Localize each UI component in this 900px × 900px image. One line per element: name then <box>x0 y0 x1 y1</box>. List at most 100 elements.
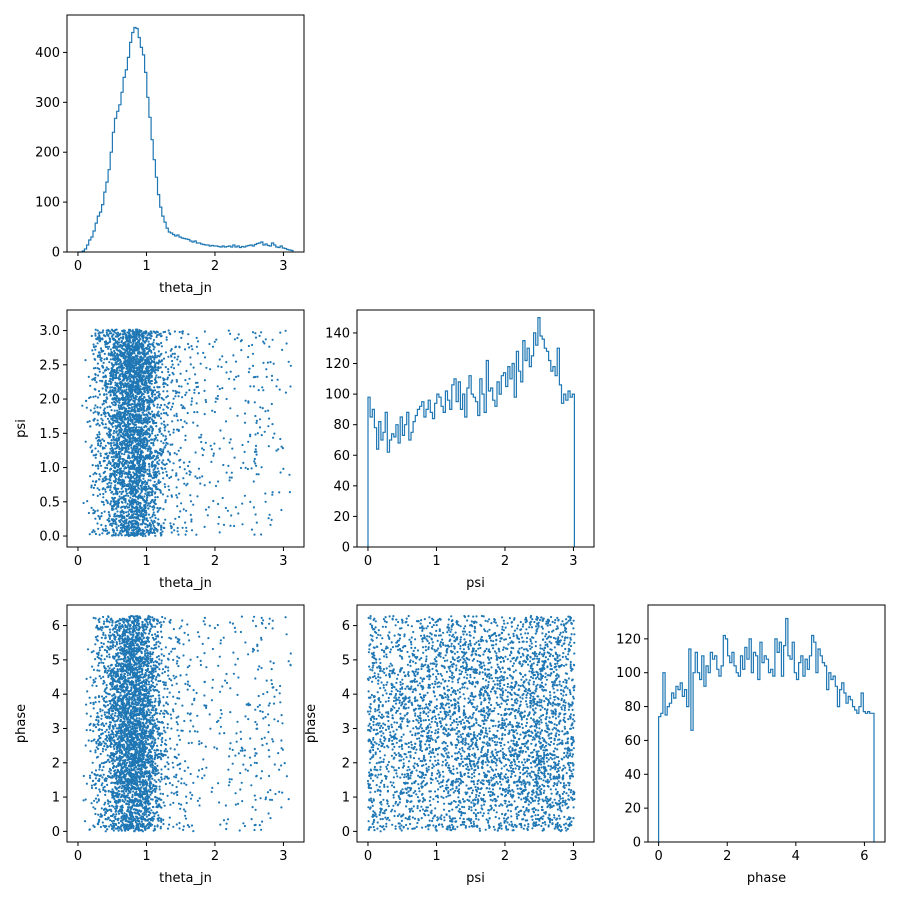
scatter-point <box>177 533 180 536</box>
scatter-point <box>137 344 140 347</box>
scatter-point <box>101 379 104 382</box>
scatter-point <box>148 420 151 423</box>
scatter-point <box>119 434 122 437</box>
scatter-point <box>155 528 158 531</box>
scatter-point <box>144 700 147 703</box>
scatter-point <box>159 376 162 379</box>
scatter-point <box>140 474 143 477</box>
scatter-point <box>137 497 140 500</box>
scatter-point <box>102 329 105 332</box>
y-tick-label: 0.0 <box>39 530 60 545</box>
scatter-point <box>239 788 242 791</box>
scatter-point <box>256 432 259 435</box>
scatter-point <box>143 464 146 467</box>
scatter-point <box>101 478 104 481</box>
scatter-point <box>95 381 98 384</box>
scatter-point <box>171 469 174 472</box>
scatter-point <box>244 466 247 469</box>
scatter-point <box>185 509 188 512</box>
scatter-point <box>148 418 151 421</box>
scatter-point <box>112 421 115 424</box>
scatter-point <box>96 494 99 497</box>
scatter-point <box>136 402 139 405</box>
scatter-point <box>94 404 97 407</box>
scatter-point <box>86 420 89 424</box>
y-tick-label: 1.5 <box>39 427 60 442</box>
scatter-point <box>134 506 138 509</box>
scatter-point <box>261 407 264 410</box>
scatter-point <box>127 513 130 516</box>
scatter-point <box>104 742 108 745</box>
scatter-point <box>163 670 166 674</box>
scatter-point <box>147 332 150 335</box>
scatter-point <box>118 378 121 381</box>
scatter-point <box>271 423 274 426</box>
scatter-point <box>120 427 123 430</box>
y-tick-label: 120 <box>325 357 350 372</box>
scatter-point <box>104 388 107 391</box>
scatter-point <box>146 524 149 527</box>
scatter-point <box>185 530 188 533</box>
scatter-point <box>171 405 174 408</box>
scatter-point <box>159 353 162 356</box>
scatter-point <box>194 373 197 376</box>
scatter-point <box>219 429 222 432</box>
scatter-point <box>184 434 187 437</box>
scatter-point <box>124 437 127 441</box>
scatter-point <box>196 352 199 355</box>
scatter-point <box>94 358 97 361</box>
scatter-point <box>128 457 131 460</box>
scatter-point <box>111 417 114 420</box>
scatter-point <box>112 403 115 406</box>
scatter-point <box>130 510 133 513</box>
scatter-point <box>152 369 155 372</box>
scatter-point <box>110 332 113 335</box>
scatter-point <box>97 450 100 453</box>
scatter-point <box>155 368 158 371</box>
scatter-point <box>123 402 126 406</box>
scatter-point <box>98 393 101 396</box>
scatter-point <box>108 760 111 764</box>
scatter-point <box>104 381 107 384</box>
scatter-point <box>190 520 193 523</box>
scatter-point <box>95 638 98 641</box>
scatter-point <box>122 406 125 409</box>
scatter-point <box>141 438 144 441</box>
scatter-point <box>126 421 129 424</box>
scatter-point <box>94 454 97 457</box>
scatter-point <box>105 396 108 399</box>
scatter-point <box>125 484 128 488</box>
scatter-point <box>167 370 170 373</box>
scatter-point <box>160 528 163 531</box>
scatter-point <box>149 357 152 360</box>
scatter-point <box>217 480 220 483</box>
scatter-point <box>233 456 236 459</box>
scatter-point <box>97 390 101 393</box>
scatter-point <box>152 403 155 406</box>
scatter-point <box>163 429 166 432</box>
y-tick-label: 20 <box>333 510 350 525</box>
scatter-point <box>101 338 104 341</box>
scatter-point <box>134 445 137 448</box>
scatter-point <box>152 522 155 525</box>
scatter-point <box>170 475 173 478</box>
scatter-point <box>221 387 224 390</box>
scatter-point <box>92 806 95 809</box>
scatter-point <box>218 801 221 804</box>
scatter-point <box>217 365 220 368</box>
scatter-point <box>262 361 265 364</box>
scatter-point <box>164 518 167 521</box>
scatter-point <box>111 334 114 337</box>
scatter-point <box>144 332 147 335</box>
scatter-point <box>108 432 111 435</box>
scatter-point <box>143 413 147 416</box>
scatter-point <box>160 404 163 407</box>
scatter-point <box>123 467 126 470</box>
scatter-point <box>104 343 107 346</box>
scatter-point <box>136 433 139 436</box>
scatter-point <box>169 349 172 352</box>
scatter-point <box>169 443 172 446</box>
scatter-point <box>151 343 155 347</box>
scatter-point <box>121 336 124 339</box>
scatter-point <box>118 345 121 348</box>
